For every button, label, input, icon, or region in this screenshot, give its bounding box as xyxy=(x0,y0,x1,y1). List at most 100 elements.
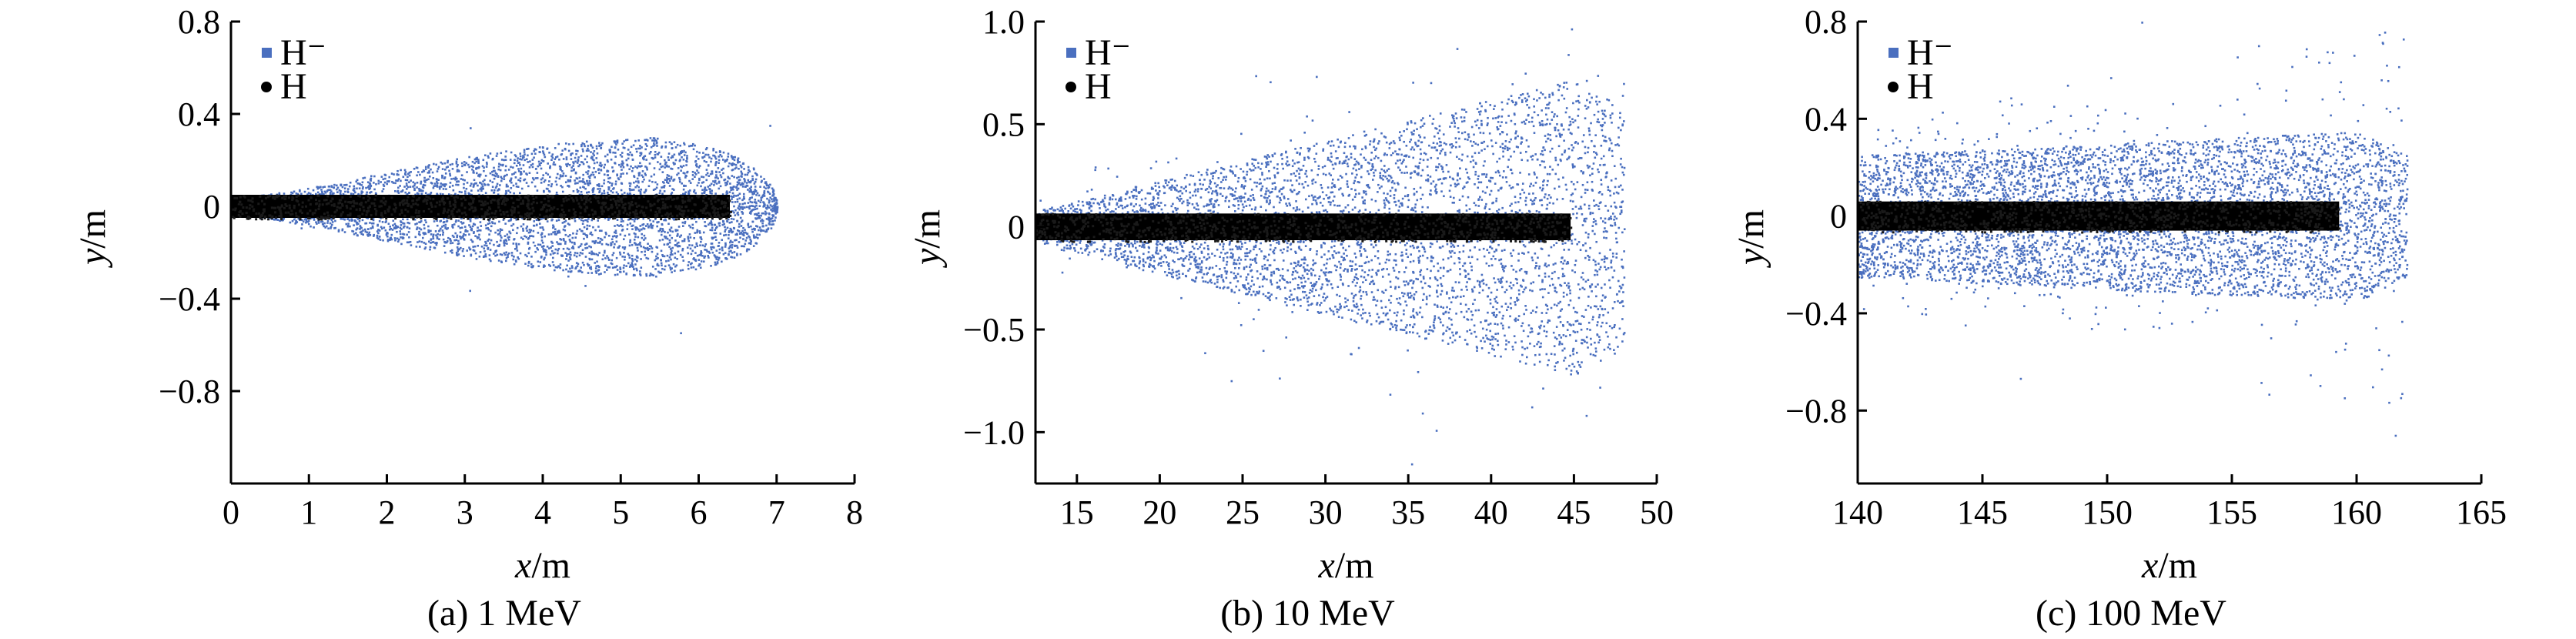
h-point xyxy=(417,203,420,206)
h-minus-point xyxy=(650,226,653,229)
h-minus-point xyxy=(574,252,577,254)
h-minus-point xyxy=(497,168,500,171)
h-minus-point xyxy=(517,162,520,164)
h-point xyxy=(435,218,438,221)
h-minus-point xyxy=(590,246,592,249)
h-point xyxy=(702,207,705,210)
h-minus-point xyxy=(738,179,741,182)
h-point xyxy=(687,209,690,212)
h-minus-point xyxy=(683,142,685,145)
h-minus-point xyxy=(660,262,663,265)
h-minus-point xyxy=(657,229,661,233)
h-minus-point xyxy=(770,227,773,229)
h-minus-point xyxy=(326,190,329,192)
h-point xyxy=(451,215,454,218)
h-point xyxy=(330,200,333,203)
h-minus-point xyxy=(570,152,572,156)
h-point xyxy=(410,216,413,219)
h-minus-point xyxy=(571,152,574,155)
h-minus-point xyxy=(500,236,503,239)
h-minus-point xyxy=(773,199,775,201)
h-minus-point xyxy=(437,179,440,182)
h-minus-point xyxy=(603,189,606,192)
h-minus-outlier xyxy=(735,186,738,189)
h-minus-outlier xyxy=(618,225,621,227)
h-minus-point xyxy=(730,217,733,220)
h-minus-point xyxy=(497,259,500,262)
h-minus-point xyxy=(509,159,512,161)
h-minus-point xyxy=(513,238,516,240)
h-minus-point xyxy=(725,182,728,184)
h-minus-point xyxy=(513,172,515,175)
h-point xyxy=(658,208,661,211)
h-minus-point xyxy=(445,217,448,219)
h-minus-point xyxy=(627,157,630,160)
h-minus-point xyxy=(751,191,754,194)
h-minus-point xyxy=(427,225,430,228)
h-minus-point xyxy=(498,188,500,191)
h-minus-point xyxy=(717,177,719,180)
h-minus-point xyxy=(545,172,547,175)
h-minus-point xyxy=(540,182,543,184)
h-point xyxy=(622,203,625,206)
h-minus-point xyxy=(733,163,736,166)
h-minus-point xyxy=(658,168,661,171)
h-minus-point xyxy=(740,245,743,248)
h-point xyxy=(259,216,262,219)
h-minus-point xyxy=(453,236,455,238)
h-minus-point xyxy=(644,247,647,249)
h-minus-point xyxy=(588,225,591,227)
h-minus-point xyxy=(682,172,685,174)
h-point xyxy=(699,209,702,212)
h-minus-point xyxy=(478,229,480,232)
h-minus-point xyxy=(584,145,586,148)
h-minus-point xyxy=(418,221,420,223)
h-point xyxy=(666,206,669,209)
h-minus-point xyxy=(533,224,536,227)
h-minus-point xyxy=(370,222,373,225)
h-minus-point xyxy=(373,235,375,237)
h-minus-point xyxy=(361,219,364,222)
h-minus-point xyxy=(703,159,706,162)
h-minus-point xyxy=(356,218,360,220)
h-minus-point xyxy=(621,164,624,166)
h-minus-point xyxy=(642,227,645,229)
h-minus-point xyxy=(441,162,444,165)
h-minus-point xyxy=(748,207,751,210)
h-point xyxy=(437,212,440,216)
h-minus-point xyxy=(774,212,777,215)
h-point xyxy=(711,195,714,198)
h-minus-point xyxy=(615,236,617,239)
h-minus-point xyxy=(407,231,410,233)
h-minus-point xyxy=(704,153,707,156)
h-minus-point xyxy=(746,248,748,251)
h-minus-point xyxy=(359,228,361,230)
h-minus-point xyxy=(530,235,533,237)
h-minus-point xyxy=(369,192,371,194)
h-minus-point xyxy=(444,223,447,226)
h-minus-point xyxy=(698,182,700,184)
h-minus-point xyxy=(691,249,694,253)
h-minus-point xyxy=(735,166,738,169)
h-minus-point xyxy=(613,246,615,249)
h-point xyxy=(309,209,312,212)
h-minus-point xyxy=(669,266,671,269)
h-minus-point xyxy=(711,246,714,249)
h-minus-point xyxy=(721,260,723,263)
h-point xyxy=(460,212,463,215)
h-minus-point xyxy=(737,159,739,161)
h-minus-point xyxy=(493,189,496,192)
h-minus-point xyxy=(690,266,693,269)
h-minus-point xyxy=(561,254,564,257)
h-minus-point xyxy=(742,226,744,229)
h-point xyxy=(666,196,669,199)
h-minus-point xyxy=(719,153,722,156)
h-point xyxy=(662,198,665,201)
h-point xyxy=(568,194,571,197)
h-point xyxy=(418,196,421,199)
h-minus-point xyxy=(569,251,572,254)
h-minus-point xyxy=(570,166,574,169)
h-minus-point xyxy=(514,159,516,161)
h-minus-point xyxy=(578,193,581,196)
h-minus-point xyxy=(740,183,743,186)
